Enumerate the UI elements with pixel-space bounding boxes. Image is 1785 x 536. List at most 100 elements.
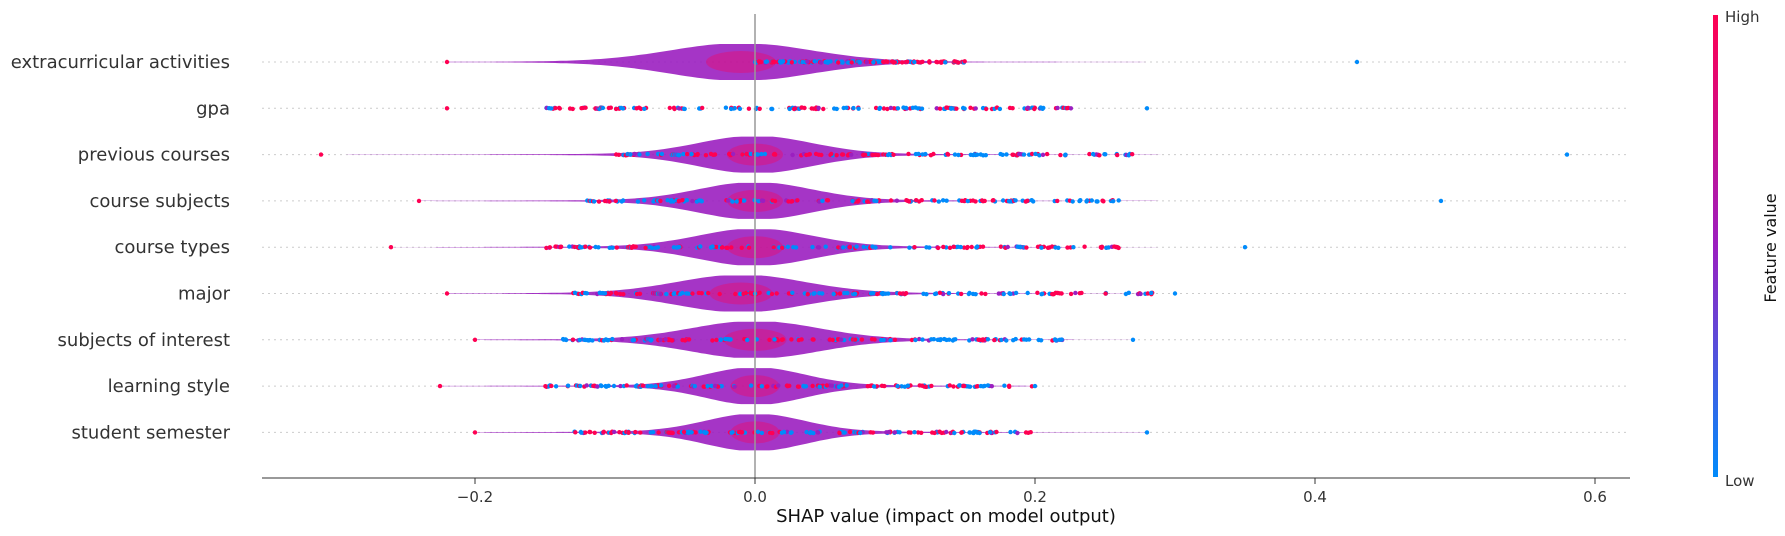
data-point [1040, 152, 1046, 157]
data-point [810, 244, 815, 250]
data-point [690, 198, 695, 204]
data-point [1013, 290, 1019, 296]
data-point [572, 290, 578, 295]
data-point [611, 383, 617, 389]
data-point [924, 292, 929, 297]
outlier-point [437, 383, 443, 389]
data-point [1007, 199, 1013, 204]
data-point [762, 151, 768, 157]
data-point [919, 430, 924, 435]
data-point [785, 384, 790, 389]
outlier-point [444, 106, 450, 111]
data-point [583, 430, 588, 435]
data-point [1087, 151, 1092, 157]
data-point [842, 290, 847, 296]
data-point [633, 429, 638, 435]
data-point [766, 290, 771, 296]
data-point [881, 337, 886, 343]
data-point [790, 290, 795, 295]
data-point [929, 383, 934, 389]
data-point [771, 245, 776, 250]
data-point [927, 245, 932, 250]
data-point [1053, 337, 1058, 343]
data-point [825, 198, 831, 203]
data-point [672, 106, 677, 112]
violin-shape [440, 368, 1035, 405]
data-point [610, 336, 615, 342]
data-point [668, 337, 673, 343]
data-point [944, 198, 949, 203]
feature-row: learning style [108, 368, 1630, 405]
data-point [558, 244, 563, 250]
data-point [953, 337, 958, 342]
data-point [772, 59, 777, 65]
data-point [874, 198, 879, 204]
data-point [746, 106, 752, 111]
data-point [565, 383, 571, 388]
data-point [1038, 338, 1044, 343]
data-point [689, 430, 694, 435]
feature-label: extracurricular activities [11, 52, 230, 73]
data-point [584, 383, 589, 388]
data-point [648, 338, 654, 343]
data-point [996, 291, 1001, 296]
data-point [738, 198, 743, 203]
outlier-point [472, 430, 478, 435]
outlier-point [1032, 383, 1038, 389]
outlier-point [416, 198, 422, 204]
data-point [900, 60, 905, 65]
feature-label: previous courses [78, 145, 230, 166]
data-point [770, 430, 775, 436]
data-point [966, 291, 971, 297]
data-point [982, 383, 987, 389]
data-point [865, 199, 870, 204]
data-point [892, 430, 897, 435]
data-point [681, 151, 686, 157]
feature-rows: extracurricular activities gpa previous co… [11, 44, 1630, 451]
data-point [1084, 198, 1090, 203]
colorbar-high-label: High [1725, 8, 1759, 26]
data-point [1013, 336, 1018, 342]
colorbar: High Low Feature value [1713, 8, 1780, 490]
data-point [846, 60, 851, 65]
data-point [1116, 198, 1121, 203]
data-point [659, 151, 665, 157]
data-point [595, 384, 600, 389]
data-point [1021, 152, 1027, 157]
data-point [847, 244, 853, 250]
data-point [917, 336, 922, 342]
data-point [831, 291, 836, 297]
data-point [780, 59, 785, 64]
outlier-point [1144, 430, 1150, 435]
data-point [886, 429, 891, 435]
data-point [1044, 151, 1050, 157]
data-point [671, 199, 676, 204]
data-point [944, 429, 949, 435]
data-point [935, 60, 940, 65]
data-point [881, 106, 887, 111]
feature-label: subjects of interest [58, 330, 230, 351]
data-point [791, 106, 797, 112]
data-point [905, 59, 910, 64]
data-point [964, 245, 970, 251]
data-point [844, 105, 849, 111]
data-point [977, 337, 982, 342]
data-point [789, 337, 794, 342]
data-point [923, 384, 928, 389]
data-point [732, 384, 737, 389]
data-point [729, 245, 734, 250]
data-point [959, 430, 964, 435]
data-point [543, 384, 548, 389]
data-point [859, 337, 865, 342]
data-point [1005, 244, 1010, 250]
violin-shape [475, 321, 1133, 358]
data-point [674, 245, 679, 250]
feature-label: learning style [108, 376, 230, 397]
data-point [1090, 151, 1096, 157]
outlier-point [1564, 152, 1570, 157]
data-point [987, 430, 993, 435]
data-point [888, 338, 893, 343]
data-point [834, 153, 839, 158]
data-point [830, 337, 835, 343]
data-point [649, 384, 654, 389]
